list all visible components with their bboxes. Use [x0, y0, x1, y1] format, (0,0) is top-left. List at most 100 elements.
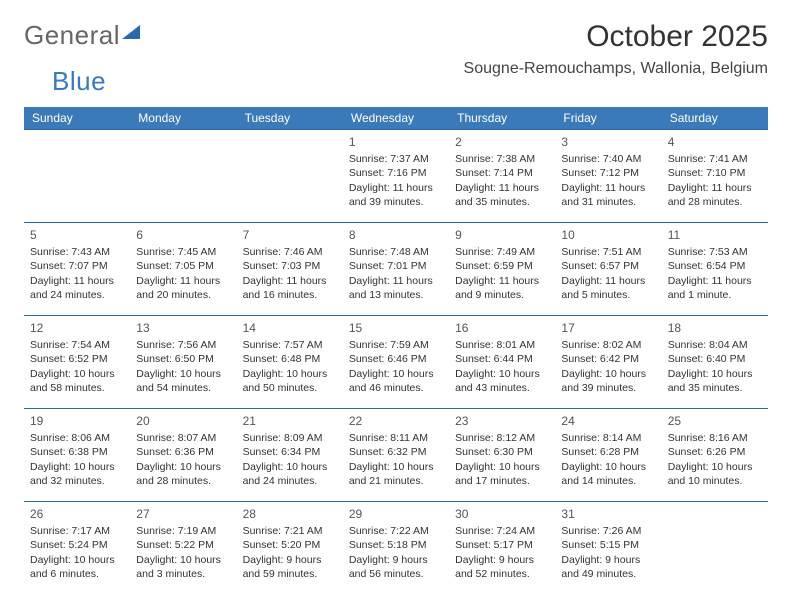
calendar-day-cell: 3Sunrise: 7:40 AMSunset: 7:12 PMDaylight…	[555, 130, 661, 223]
calendar-day-cell: 20Sunrise: 8:07 AMSunset: 6:36 PMDayligh…	[130, 409, 236, 502]
day-number: 9	[455, 227, 549, 243]
daylight-line: Daylight: 10 hours and 43 minutes.	[455, 367, 549, 395]
daylight-line: Daylight: 10 hours and 28 minutes.	[136, 460, 230, 488]
day-number: 19	[30, 413, 124, 429]
day-number: 18	[668, 320, 762, 336]
sunrise-line: Sunrise: 7:49 AM	[455, 245, 549, 259]
sunset-line: Sunset: 6:34 PM	[243, 445, 337, 459]
sunrise-line: Sunrise: 7:56 AM	[136, 338, 230, 352]
calendar-day-cell: 4Sunrise: 7:41 AMSunset: 7:10 PMDaylight…	[662, 130, 768, 223]
sunrise-line: Sunrise: 8:14 AM	[561, 431, 655, 445]
daylight-line: Daylight: 10 hours and 3 minutes.	[136, 553, 230, 581]
calendar-week-row: 12Sunrise: 7:54 AMSunset: 6:52 PMDayligh…	[24, 316, 768, 409]
sunrise-line: Sunrise: 7:37 AM	[349, 152, 443, 166]
sunset-line: Sunset: 5:22 PM	[136, 538, 230, 552]
sunrise-line: Sunrise: 7:24 AM	[455, 524, 549, 538]
daylight-line: Daylight: 11 hours and 16 minutes.	[243, 274, 337, 302]
weekday-header: Friday	[555, 107, 661, 130]
calendar-day-cell: 27Sunrise: 7:19 AMSunset: 5:22 PMDayligh…	[130, 502, 236, 595]
calendar-day-cell: 28Sunrise: 7:21 AMSunset: 5:20 PMDayligh…	[237, 502, 343, 595]
calendar-day-cell: 7Sunrise: 7:46 AMSunset: 7:03 PMDaylight…	[237, 223, 343, 316]
daylight-line: Daylight: 10 hours and 6 minutes.	[30, 553, 124, 581]
sunset-line: Sunset: 5:15 PM	[561, 538, 655, 552]
daylight-line: Daylight: 11 hours and 9 minutes.	[455, 274, 549, 302]
day-number: 16	[455, 320, 549, 336]
day-number: 6	[136, 227, 230, 243]
calendar-day-cell: 31Sunrise: 7:26 AMSunset: 5:15 PMDayligh…	[555, 502, 661, 595]
sunset-line: Sunset: 6:40 PM	[668, 352, 762, 366]
day-number: 7	[243, 227, 337, 243]
day-number: 21	[243, 413, 337, 429]
daylight-line: Daylight: 11 hours and 28 minutes.	[668, 181, 762, 209]
sunset-line: Sunset: 6:30 PM	[455, 445, 549, 459]
daylight-line: Daylight: 9 hours and 56 minutes.	[349, 553, 443, 581]
daylight-line: Daylight: 10 hours and 50 minutes.	[243, 367, 337, 395]
sunrise-line: Sunrise: 7:38 AM	[455, 152, 549, 166]
day-number: 20	[136, 413, 230, 429]
sunset-line: Sunset: 7:10 PM	[668, 166, 762, 180]
sunrise-line: Sunrise: 7:59 AM	[349, 338, 443, 352]
sunset-line: Sunset: 6:44 PM	[455, 352, 549, 366]
day-number: 26	[30, 506, 124, 522]
sunrise-line: Sunrise: 7:26 AM	[561, 524, 655, 538]
sunset-line: Sunset: 5:17 PM	[455, 538, 549, 552]
sunset-line: Sunset: 5:18 PM	[349, 538, 443, 552]
calendar-day-cell: 8Sunrise: 7:48 AMSunset: 7:01 PMDaylight…	[343, 223, 449, 316]
daylight-line: Daylight: 9 hours and 52 minutes.	[455, 553, 549, 581]
sunset-line: Sunset: 6:57 PM	[561, 259, 655, 273]
day-number: 1	[349, 134, 443, 150]
sunrise-line: Sunrise: 7:57 AM	[243, 338, 337, 352]
sunset-line: Sunset: 6:48 PM	[243, 352, 337, 366]
sunrise-line: Sunrise: 8:04 AM	[668, 338, 762, 352]
day-number: 8	[349, 227, 443, 243]
calendar-day-cell: 25Sunrise: 8:16 AMSunset: 6:26 PMDayligh…	[662, 409, 768, 502]
sunset-line: Sunset: 7:14 PM	[455, 166, 549, 180]
daylight-line: Daylight: 9 hours and 49 minutes.	[561, 553, 655, 581]
sunrise-line: Sunrise: 7:51 AM	[561, 245, 655, 259]
calendar-day-cell: 5Sunrise: 7:43 AMSunset: 7:07 PMDaylight…	[24, 223, 130, 316]
calendar-day-cell: 9 Sunrise: 7:49 AMSunset: 6:59 PMDaylight…	[449, 223, 555, 316]
sunset-line: Sunset: 6:42 PM	[561, 352, 655, 366]
calendar-empty-cell	[130, 130, 236, 223]
day-number: 29	[349, 506, 443, 522]
calendar-day-cell: 18Sunrise: 8:04 AMSunset: 6:40 PMDayligh…	[662, 316, 768, 409]
logo: General	[24, 20, 140, 51]
sunset-line: Sunset: 6:28 PM	[561, 445, 655, 459]
daylight-line: Daylight: 10 hours and 10 minutes.	[668, 460, 762, 488]
sunrise-line: Sunrise: 7:43 AM	[30, 245, 124, 259]
title-block: October 2025 Sougne-Remouchamps, Walloni…	[464, 20, 768, 78]
sunset-line: Sunset: 6:59 PM	[455, 259, 549, 273]
calendar-day-cell: 19Sunrise: 8:06 AMSunset: 6:38 PMDayligh…	[24, 409, 130, 502]
sunset-line: Sunset: 7:05 PM	[136, 259, 230, 273]
calendar-day-cell: 21Sunrise: 8:09 AMSunset: 6:34 PMDayligh…	[237, 409, 343, 502]
calendar-day-cell: 26Sunrise: 7:17 AMSunset: 5:24 PMDayligh…	[24, 502, 130, 595]
daylight-line: Daylight: 10 hours and 32 minutes.	[30, 460, 124, 488]
daylight-line: Daylight: 11 hours and 39 minutes.	[349, 181, 443, 209]
daylight-line: Daylight: 11 hours and 35 minutes.	[455, 181, 549, 209]
day-number: 15	[349, 320, 443, 336]
sunset-line: Sunset: 5:20 PM	[243, 538, 337, 552]
sunrise-line: Sunrise: 7:54 AM	[30, 338, 124, 352]
sunrise-line: Sunrise: 8:11 AM	[349, 431, 443, 445]
sunrise-line: Sunrise: 7:40 AM	[561, 152, 655, 166]
calendar-day-cell: 2Sunrise: 7:38 AMSunset: 7:14 PMDaylight…	[449, 130, 555, 223]
sunrise-line: Sunrise: 8:02 AM	[561, 338, 655, 352]
calendar-day-cell: 22Sunrise: 8:11 AMSunset: 6:32 PMDayligh…	[343, 409, 449, 502]
day-number: 25	[668, 413, 762, 429]
sunrise-line: Sunrise: 8:01 AM	[455, 338, 549, 352]
sunset-line: Sunset: 6:52 PM	[30, 352, 124, 366]
calendar-day-cell: 12Sunrise: 7:54 AMSunset: 6:52 PMDayligh…	[24, 316, 130, 409]
calendar-day-cell: 30Sunrise: 7:24 AMSunset: 5:17 PMDayligh…	[449, 502, 555, 595]
sunrise-line: Sunrise: 8:12 AM	[455, 431, 549, 445]
daylight-line: Daylight: 10 hours and 14 minutes.	[561, 460, 655, 488]
daylight-line: Daylight: 10 hours and 46 minutes.	[349, 367, 443, 395]
calendar-day-cell: 14Sunrise: 7:57 AMSunset: 6:48 PMDayligh…	[237, 316, 343, 409]
weekday-header: Saturday	[662, 107, 768, 130]
day-number: 17	[561, 320, 655, 336]
daylight-line: Daylight: 10 hours and 58 minutes.	[30, 367, 124, 395]
daylight-line: Daylight: 10 hours and 21 minutes.	[349, 460, 443, 488]
weekday-header: Sunday	[24, 107, 130, 130]
calendar-empty-cell	[24, 130, 130, 223]
sunset-line: Sunset: 7:07 PM	[30, 259, 124, 273]
logo-triangle-icon	[122, 25, 140, 39]
